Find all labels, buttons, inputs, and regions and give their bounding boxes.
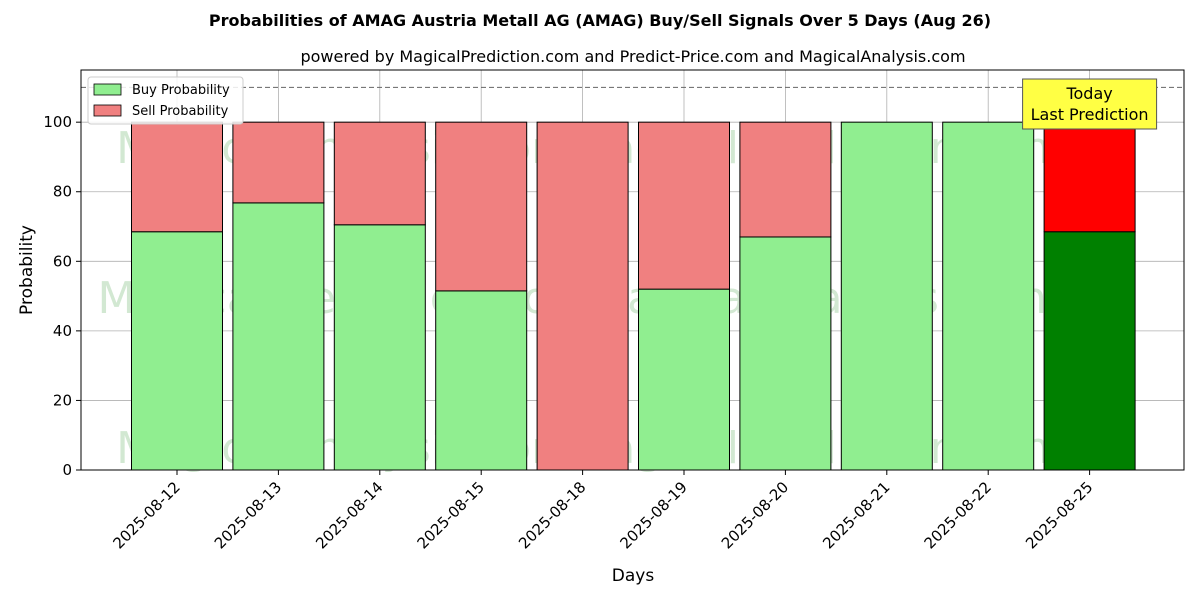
x-tick-label: 2025-08-25 bbox=[1022, 478, 1096, 552]
x-tick-label: 2025-08-14 bbox=[312, 478, 386, 552]
legend: Buy Probability Sell Probability bbox=[87, 76, 244, 125]
x-tick-label: 2025-08-20 bbox=[718, 478, 792, 552]
today-annotation-box bbox=[1022, 78, 1158, 130]
buy-probability-bar bbox=[638, 288, 730, 471]
buy-probability-bar bbox=[739, 236, 832, 471]
sell-probability-bar bbox=[232, 121, 325, 204]
y-tick-label: 40 bbox=[53, 322, 72, 340]
y-tick-label: 80 bbox=[53, 183, 72, 201]
buy-probability-bar bbox=[131, 231, 223, 471]
buy-probability-bar bbox=[840, 121, 933, 471]
chart-subtitle: powered by MagicalPrediction.com and Pre… bbox=[300, 47, 965, 66]
sell-probability-bar bbox=[739, 121, 832, 238]
buy-probability-bar bbox=[435, 290, 528, 471]
x-tick-label: 2025-08-13 bbox=[211, 478, 285, 552]
y-tick-label: 100 bbox=[43, 113, 72, 131]
today-annotation: Today Last Prediction bbox=[1022, 78, 1158, 130]
legend-box bbox=[87, 76, 244, 125]
today-annotation-text: Last Prediction bbox=[1031, 105, 1149, 124]
y-tick-label: 60 bbox=[53, 252, 72, 270]
buy-probability-bar bbox=[1043, 231, 1136, 471]
sell-probability-bar bbox=[536, 121, 629, 471]
y-axis-label: Probability bbox=[17, 225, 37, 315]
x-tick-label: 2025-08-18 bbox=[515, 478, 589, 552]
bars-layer bbox=[131, 121, 1136, 471]
x-tick-label: 2025-08-12 bbox=[109, 478, 183, 552]
x-tick-label: 2025-08-21 bbox=[819, 478, 893, 552]
x-tick-label: 2025-08-22 bbox=[921, 478, 995, 552]
buy-probability-bar bbox=[333, 224, 426, 471]
buy-probability-bar bbox=[942, 121, 1035, 471]
chart-title: Probabilities of AMAG Austria Metall AG … bbox=[209, 11, 991, 30]
buy-probability-bar bbox=[232, 202, 325, 471]
legend-label: Sell Probability bbox=[132, 104, 229, 119]
today-annotation-text: Today bbox=[1065, 84, 1112, 103]
y-tick-label: 0 bbox=[62, 461, 72, 479]
sell-probability-bar bbox=[638, 121, 730, 290]
x-tick-label: 2025-08-15 bbox=[414, 478, 488, 552]
y-tick-label: 20 bbox=[53, 391, 72, 409]
sell-probability-bar bbox=[1043, 121, 1136, 233]
legend-label: Buy Probability bbox=[132, 83, 230, 98]
plot-frame bbox=[80, 69, 1185, 471]
sell-probability-bar bbox=[131, 121, 223, 233]
legend-swatch bbox=[93, 83, 122, 96]
sell-probability-bar bbox=[435, 121, 528, 292]
x-tick-label: 2025-08-19 bbox=[616, 478, 690, 552]
sell-probability-bar bbox=[333, 121, 426, 226]
x-axis-label: Days bbox=[612, 566, 655, 586]
legend-swatch bbox=[93, 104, 122, 117]
